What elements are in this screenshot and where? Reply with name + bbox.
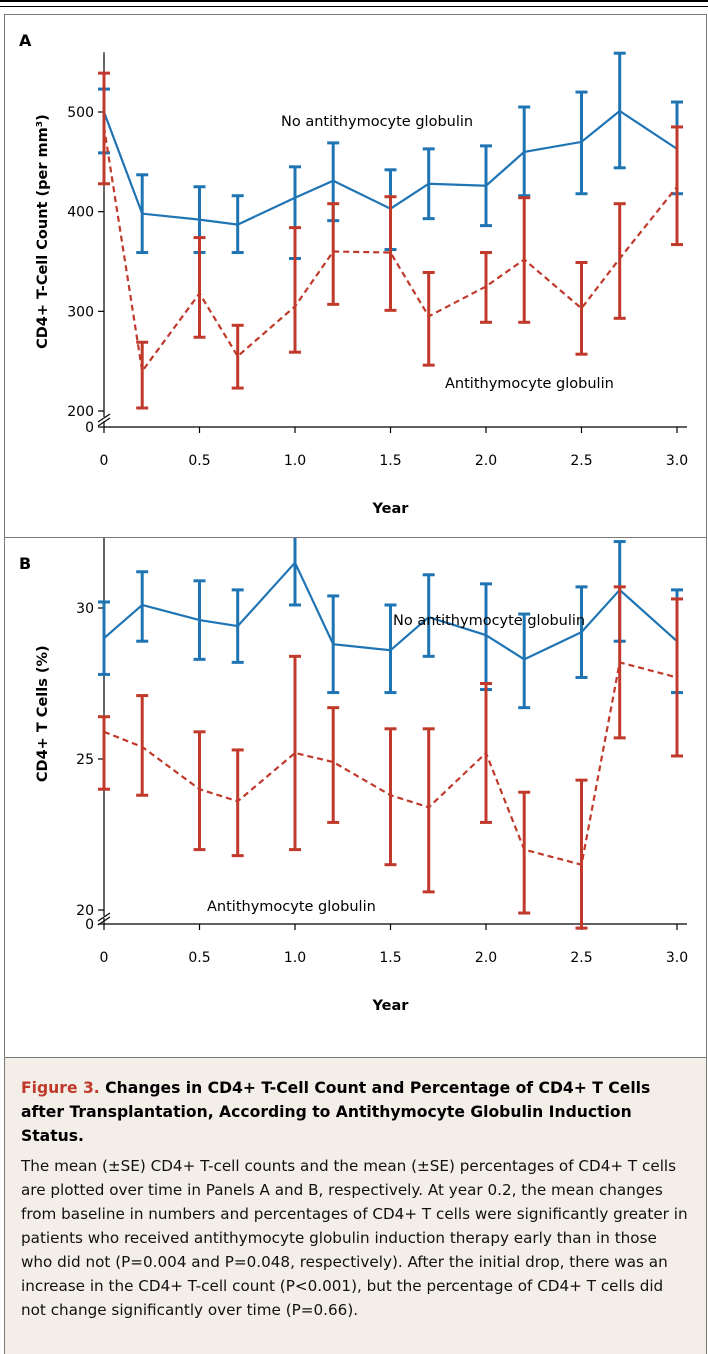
- axis-break-mark: [97, 413, 111, 423]
- series-annotation: Antithymocyte globulin: [207, 899, 376, 915]
- x-tick-label: 2.0: [475, 453, 497, 469]
- x-tick-label: 0.5: [188, 950, 210, 966]
- x-tick-label: 2.0: [475, 950, 497, 966]
- panel-a: A 0 200 300 400 500 0 0.5 1.0 1.5 2.0 2.5 3.0 Year CD…: [4, 14, 707, 538]
- x-tick-label: 0.5: [188, 453, 210, 469]
- x-tick-label: 1.5: [379, 950, 401, 966]
- caption-body: The mean (±SE) CD4+ T-cell counts and th…: [21, 1157, 688, 1319]
- y-axis-title: CD4+ T-Cell Count (per mm³): [35, 114, 51, 349]
- y-tick-label: 400: [67, 205, 94, 221]
- x-tick-label: 1.0: [284, 950, 306, 966]
- series-annotation: No antithymocyte globulin: [393, 613, 585, 629]
- panel-b: B 0 20 25 30 0 0.5 1.0 1.5 2.0 2.5 3.0 Year CD4+ T C…: [4, 538, 707, 1058]
- figure-caption: Figure 3. Changes in CD4+ T-Cell Count a…: [4, 1058, 707, 1354]
- panel-a-label: A: [19, 31, 32, 50]
- y-tick-label: 0: [85, 917, 94, 933]
- x-axis-title: Year: [372, 501, 410, 517]
- caption-figure-label: Figure 3.: [21, 1079, 100, 1097]
- panel-b-label: B: [19, 554, 32, 573]
- x-tick-label: 0: [100, 950, 109, 966]
- y-tick-label: 25: [76, 752, 94, 768]
- x-tick-label: 2.5: [570, 453, 592, 469]
- y-tick-label: 0: [85, 420, 94, 436]
- y-tick-label: 20: [76, 903, 94, 919]
- y-tick-label: 30: [76, 601, 94, 617]
- series-annotation: No antithymocyte globulin: [281, 114, 473, 130]
- top-rule: [0, 0, 708, 2]
- y-tick-label: 300: [67, 304, 94, 320]
- caption-title: Figure 3. Changes in CD4+ T-Cell Count a…: [21, 1076, 690, 1148]
- top-rule-thin: [0, 6, 708, 7]
- x-tick-label: 3.0: [666, 950, 688, 966]
- caption-title-text: Changes in CD4+ T-Cell Count and Percent…: [21, 1079, 651, 1145]
- y-axis-title: CD4+ T Cells (%): [35, 645, 51, 782]
- axis-break-mark: [97, 417, 111, 427]
- axis-break-mark: [97, 912, 111, 922]
- y-tick-label: 200: [67, 404, 94, 420]
- y-tick-label: 500: [67, 105, 94, 121]
- x-tick-label: 2.5: [570, 950, 592, 966]
- x-axis-title: Year: [372, 998, 410, 1014]
- x-tick-label: 3.0: [666, 453, 688, 469]
- x-tick-label: 0: [100, 453, 109, 469]
- x-tick-label: 1.0: [284, 453, 306, 469]
- x-tick-label: 1.5: [379, 453, 401, 469]
- series-annotation: Antithymocyte globulin: [445, 376, 614, 392]
